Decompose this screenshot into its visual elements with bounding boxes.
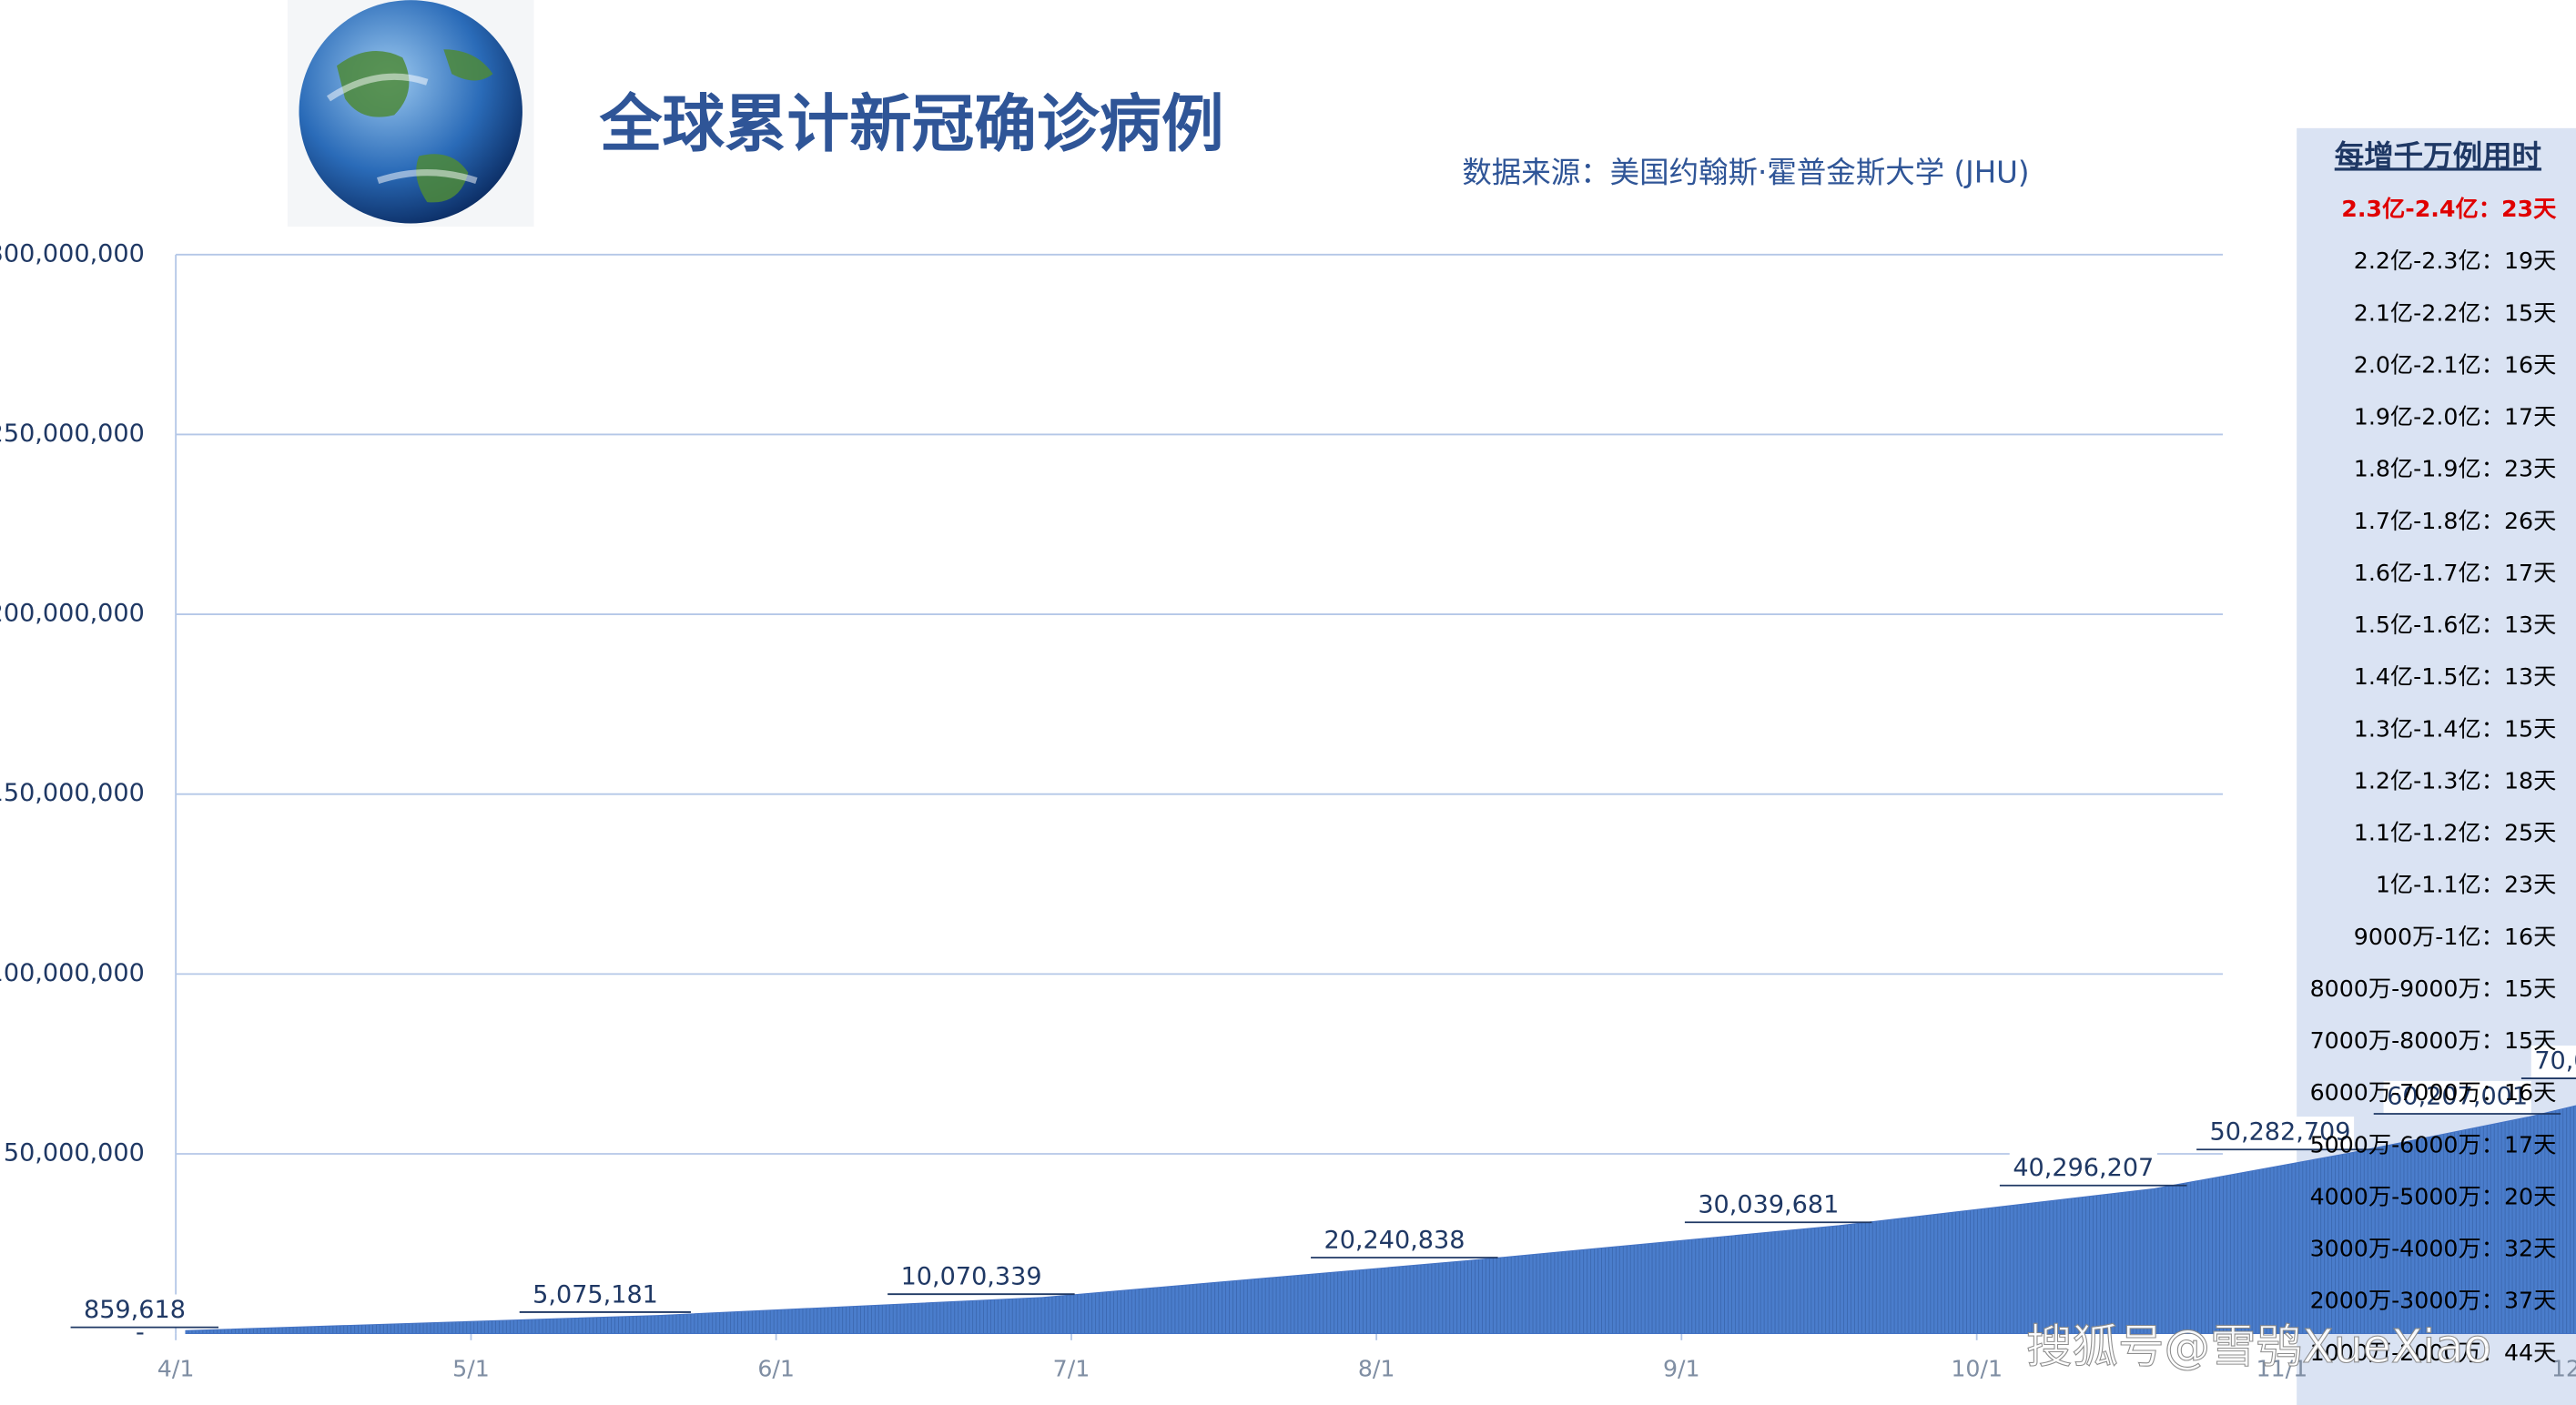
value-label: 30,039,681 (1698, 1191, 1839, 1219)
label-bg (1320, 1224, 1469, 1258)
side-row: 2.2亿-2.3亿：19天 (2354, 248, 2557, 274)
side-row: 1.9亿-2.0亿：17天 (2354, 404, 2557, 430)
side-row: 7000万-8000万：15天 (2310, 1027, 2557, 1054)
x-tick-label: 10/1 (1951, 1355, 2003, 1381)
side-row: 1.8亿-1.9亿：23天 (2354, 456, 2557, 482)
watermark: 搜狐号@雪鸮XueXiao (2026, 1319, 2491, 1373)
side-row: 1.5亿-1.6亿：13天 (2354, 612, 2557, 638)
x-tick-label: 11/1 (2256, 1355, 2307, 1381)
label-bg (1694, 1189, 1842, 1223)
side-row: 1.6亿-1.7亿：17天 (2354, 560, 2557, 586)
x-tick-label: 7/1 (1053, 1355, 1090, 1381)
side-row: 1.3亿-1.4亿：15天 (2354, 715, 2557, 742)
side-row: 2.1亿-2.2亿：15天 (2354, 299, 2557, 326)
value-label: 859,618 (84, 1296, 186, 1324)
value-label: 70,058,867 (2534, 1047, 2576, 1076)
subtitle: 数据来源：美国约翰斯·霍普金斯大学 (JHU) (1462, 155, 2029, 189)
side-row: 4000万-5000万：20天 (2310, 1183, 2557, 1209)
side-row: 1.4亿-1.5亿：13天 (2354, 663, 2557, 690)
y-tick-label: 300,000,000 (0, 239, 145, 268)
side-row: 2.3亿-2.4亿：23天 (2341, 196, 2557, 222)
area (185, 1105, 2576, 1335)
y-tick-label: - (136, 1319, 145, 1347)
label-bg (80, 1294, 189, 1328)
y-tick-label: 250,000,000 (0, 419, 145, 448)
side-row: 1000万-2000万：44天 (2310, 1339, 2557, 1366)
value-label: 40,296,207 (2013, 1154, 2154, 1182)
side-row: 2000万-3000万：37天 (2310, 1288, 2557, 1314)
value-label: 50,282,709 (2210, 1118, 2351, 1147)
value-label: 20,240,838 (1324, 1226, 1465, 1254)
label-bg (2383, 1080, 2531, 1115)
side-row: 1.1亿-1.2亿：25天 (2354, 820, 2557, 846)
x-tick-label: 9/1 (1663, 1355, 1700, 1381)
label-bg (2530, 1045, 2576, 1079)
side-row: 5000万-6000万：17天 (2310, 1131, 2557, 1157)
chart-title: 全球累计新冠确诊病例 (599, 88, 1224, 161)
label-bg (2206, 1117, 2355, 1150)
side-title: 每增千万例用时 (2335, 138, 2541, 173)
side-row: 1亿-1.1亿：23天 (2376, 872, 2556, 898)
x-tick-label: 6/1 (757, 1355, 795, 1381)
x-tick-label: 12/1 (2551, 1355, 2576, 1381)
label-bg (529, 1279, 662, 1312)
x-tick-label: 5/1 (452, 1355, 490, 1381)
side-row: 8000万-9000万：15天 (2310, 975, 2557, 1002)
side-row: 9000万-1亿：16天 (2354, 924, 2557, 950)
x-tick-label: 8/1 (1358, 1355, 1395, 1381)
y-tick-label: 100,000,000 (0, 959, 145, 987)
side-row: 1.7亿-1.8亿：26天 (2354, 508, 2557, 534)
globe (287, 0, 534, 227)
value-label: 10,070,339 (901, 1263, 1042, 1291)
side-row: 1.2亿-1.3亿：18天 (2354, 767, 2557, 793)
value-label: 5,075,181 (532, 1280, 658, 1309)
label-bg (897, 1261, 1046, 1295)
side-row: 6000万-7000万：16天 (2310, 1079, 2557, 1106)
y-tick-label: 50,000,000 (4, 1138, 145, 1167)
side-row: 3000万-4000万：32天 (2310, 1236, 2557, 1262)
label-bg (2009, 1152, 2157, 1186)
side-row: 2.0亿-2.1亿：16天 (2354, 351, 2557, 378)
y-tick-label: 150,000,000 (0, 779, 145, 807)
y-tick-label: 200,000,000 (0, 600, 145, 628)
value-label: 60,207,001 (2387, 1082, 2528, 1110)
x-tick-label: 4/1 (157, 1355, 195, 1381)
